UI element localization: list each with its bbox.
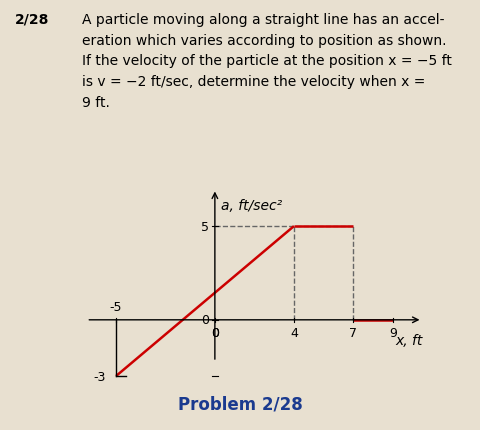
Text: 7: 7	[349, 327, 357, 340]
Text: Problem 2/28: Problem 2/28	[178, 395, 302, 413]
Text: 2/28: 2/28	[14, 13, 49, 27]
Text: -3: -3	[94, 370, 106, 383]
Text: 9: 9	[389, 327, 396, 340]
Text: x, ft: x, ft	[395, 333, 422, 347]
Text: If the velocity of the particle at the position x = −5 ft: If the velocity of the particle at the p…	[82, 54, 452, 68]
Text: a, ft/sec²: a, ft/sec²	[221, 199, 282, 212]
Text: 0: 0	[211, 327, 219, 340]
Text: eration which varies according to position as shown.: eration which varies according to positi…	[82, 34, 446, 47]
Text: 4: 4	[290, 327, 298, 340]
Text: 9 ft.: 9 ft.	[82, 95, 109, 109]
Text: is v = −2 ft/sec, determine the velocity when x =: is v = −2 ft/sec, determine the velocity…	[82, 75, 425, 89]
Text: A particle moving along a straight line has an accel-: A particle moving along a straight line …	[82, 13, 444, 27]
Text: 5: 5	[201, 220, 209, 233]
Text: 0: 0	[201, 313, 209, 326]
Text: -5: -5	[110, 301, 122, 313]
Text: 0: 0	[211, 327, 219, 340]
